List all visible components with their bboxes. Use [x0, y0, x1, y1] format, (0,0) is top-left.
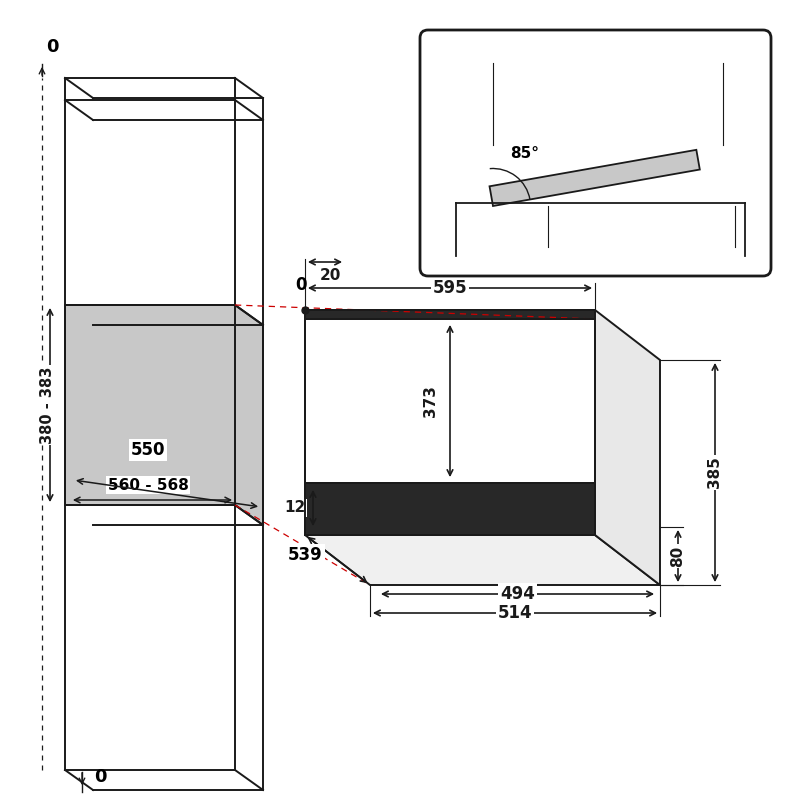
Text: 5: 5 [620, 170, 630, 186]
Text: 539: 539 [288, 546, 323, 564]
Text: 494: 494 [500, 585, 535, 603]
Polygon shape [305, 535, 660, 585]
Text: 514: 514 [498, 604, 532, 622]
Polygon shape [305, 310, 595, 319]
Polygon shape [490, 150, 700, 206]
Polygon shape [65, 305, 263, 525]
Text: 12: 12 [284, 501, 306, 515]
Text: 0: 0 [46, 38, 58, 56]
Text: 20: 20 [319, 269, 341, 283]
Text: 85°: 85° [510, 146, 539, 161]
Text: 7: 7 [636, 242, 647, 258]
Text: 0: 0 [295, 276, 306, 294]
Text: 385: 385 [707, 457, 722, 489]
Text: 560 - 568: 560 - 568 [107, 478, 189, 493]
Polygon shape [595, 310, 660, 585]
Polygon shape [305, 483, 595, 535]
FancyBboxPatch shape [420, 30, 771, 276]
Text: 380 - 383: 380 - 383 [41, 366, 55, 444]
Text: 0: 0 [94, 768, 106, 786]
Text: 550: 550 [130, 441, 166, 459]
Polygon shape [305, 310, 595, 535]
Text: 290: 290 [592, 53, 624, 67]
Text: 595: 595 [433, 279, 467, 297]
Text: 373: 373 [422, 385, 438, 417]
Text: 80: 80 [670, 546, 686, 566]
